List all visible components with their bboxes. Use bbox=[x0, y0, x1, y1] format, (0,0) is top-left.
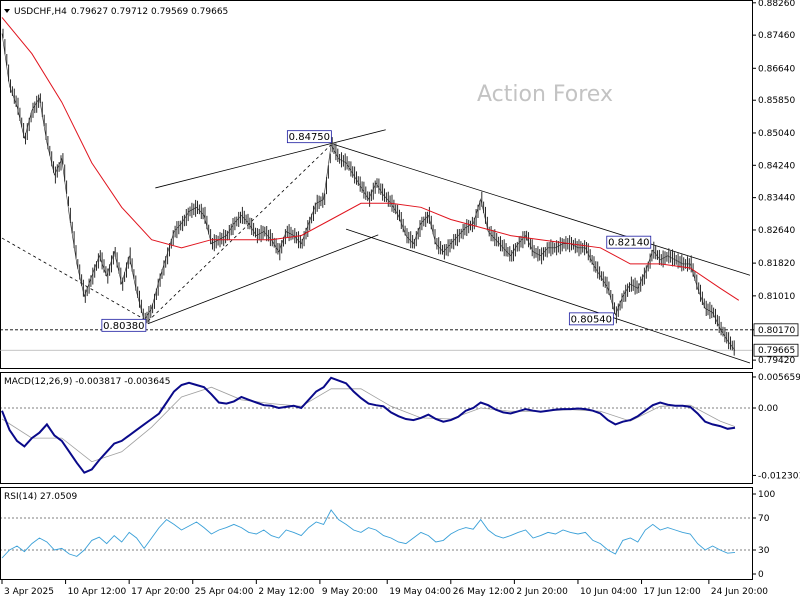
current-price-label: 0.79665 bbox=[758, 346, 795, 356]
macd-line bbox=[1, 376, 736, 474]
annotation-box bbox=[568, 312, 614, 326]
macd-tick-label: 0.005659 bbox=[758, 373, 800, 383]
price-series-group bbox=[1, 17, 740, 356]
annotation-box bbox=[286, 130, 332, 144]
trend-channel-lines bbox=[1, 129, 751, 364]
rsi-line bbox=[1, 509, 736, 559]
price-y-axis: 0.88260 0.87460 0.86640 0.85850 0.85040 0.842… bbox=[752, 0, 799, 366]
macd-panel-frame bbox=[0, 372, 753, 484]
annotation-label: 0.84750 bbox=[289, 132, 330, 143]
price-tick-label: 0.79420 bbox=[758, 356, 795, 366]
rsi-tick-label: 70 bbox=[758, 514, 770, 524]
price-tick-label: 0.83440 bbox=[758, 194, 795, 204]
symbol-text: USDCHF,H4 bbox=[14, 7, 67, 17]
level-box bbox=[753, 323, 799, 337]
rsi-title: RSI(14) 27.0509 bbox=[4, 492, 77, 502]
time-tick-label: 25 Apr 04:00 bbox=[195, 587, 254, 597]
annotation-label: 0.80380 bbox=[103, 321, 144, 332]
macd-title: MACD(12,26,9) -0.003817 -0.003645 bbox=[4, 377, 170, 387]
price-tick-label: 0.85040 bbox=[758, 129, 795, 139]
time-tick-label: 2 May 12:00 bbox=[258, 587, 314, 597]
symbol-label: USDCHF,H4 0.79627 0.79712 0.79569 0.79665 bbox=[14, 7, 228, 17]
price-tick-label: 0.81820 bbox=[758, 259, 795, 269]
collapse-triangle-icon[interactable] bbox=[4, 9, 10, 13]
annotation-label: 0.80540 bbox=[571, 314, 612, 325]
macd-tick-label: 0.00 bbox=[758, 404, 778, 414]
price-tick-label: 0.84240 bbox=[758, 161, 795, 171]
time-tick-label: 2 Jun 20:00 bbox=[516, 587, 568, 597]
annotation-box bbox=[606, 235, 652, 249]
time-x-axis: 3 Apr 2025 10 Apr 12:00 17 Apr 20:00 25 Apr… bbox=[1, 580, 768, 597]
watermark: Action Forex bbox=[477, 82, 613, 107]
swing-annotations: 0.84750 0.80380 0.80540 0.82140 bbox=[101, 130, 652, 332]
macd-signal-line bbox=[1, 386, 736, 463]
level-price-label: 0.80170 bbox=[758, 326, 795, 336]
price-tick-label: 0.88260 bbox=[758, 0, 795, 9]
time-tick-label: 17 Apr 20:00 bbox=[131, 587, 190, 597]
time-tick-label: 9 May 20:00 bbox=[322, 587, 378, 597]
ohlc-text: 0.79627 0.79712 0.79569 0.79665 bbox=[71, 7, 228, 17]
rsi-group: 100 70 30 0 bbox=[0, 490, 775, 580]
annotation-label: 0.82140 bbox=[608, 238, 649, 249]
price-tick-label: 0.81010 bbox=[758, 292, 795, 302]
time-tick-label: 3 Apr 2025 bbox=[4, 587, 54, 597]
time-tick-label: 19 May 04:00 bbox=[389, 587, 451, 597]
fib-guide-line-5 bbox=[147, 144, 332, 322]
rsi-panel-frame bbox=[0, 487, 753, 580]
price-tick-label: 0.86640 bbox=[758, 64, 795, 74]
channel-line-3 bbox=[345, 228, 751, 364]
time-tick-label: 10 Jun 04:00 bbox=[580, 587, 637, 597]
rsi-tick-label: 100 bbox=[758, 490, 775, 500]
current-price-box bbox=[753, 343, 799, 357]
price-tick-label: 0.87460 bbox=[758, 31, 795, 41]
macd-group: 0.005659 0.00 -0.012301 bbox=[0, 373, 800, 481]
annotation-box bbox=[101, 318, 147, 332]
channel-line-0 bbox=[155, 129, 386, 189]
price-tick-label: 0.85850 bbox=[758, 96, 795, 106]
rsi-tick-label: 30 bbox=[758, 546, 770, 556]
price-line bbox=[1, 33, 736, 351]
time-tick-label: 26 May 12:00 bbox=[453, 587, 515, 597]
moving-average-line bbox=[1, 17, 740, 301]
price-tick-label: 0.82640 bbox=[758, 226, 795, 236]
time-tick-label: 24 Jun 20:00 bbox=[711, 587, 768, 597]
macd-tick-label: -0.012301 bbox=[758, 471, 800, 481]
channel-line-1 bbox=[147, 234, 379, 325]
fib-guide-line-4 bbox=[1, 237, 149, 322]
time-tick-label: 17 Jun 12:00 bbox=[644, 587, 701, 597]
rsi-tick-label: 0 bbox=[758, 570, 764, 580]
channel-line-2 bbox=[333, 143, 751, 276]
time-tick-label: 10 Apr 12:00 bbox=[68, 587, 127, 597]
